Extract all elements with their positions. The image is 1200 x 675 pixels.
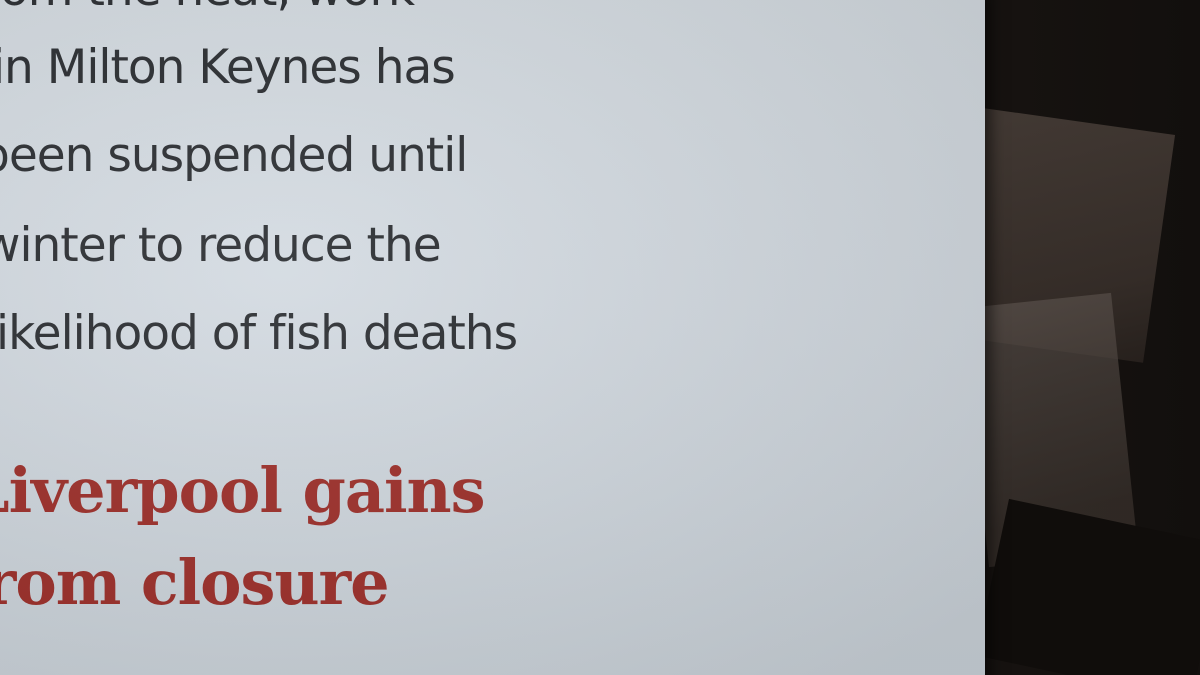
headline-line: from closure — [0, 546, 390, 619]
body-line: om the heat, work — [0, 0, 415, 13]
body-line: been suspended until — [0, 128, 468, 183]
body-line: winter to reduce the — [0, 218, 442, 273]
background-shadow — [975, 498, 1200, 675]
headline-line: Liverpool gains — [0, 454, 486, 527]
body-line: in Milton Keynes has — [0, 40, 456, 95]
newspaper-page: om the heat, work in Milton Keynes has b… — [0, 0, 985, 675]
body-line: likelihood of fish deaths — [0, 306, 518, 361]
